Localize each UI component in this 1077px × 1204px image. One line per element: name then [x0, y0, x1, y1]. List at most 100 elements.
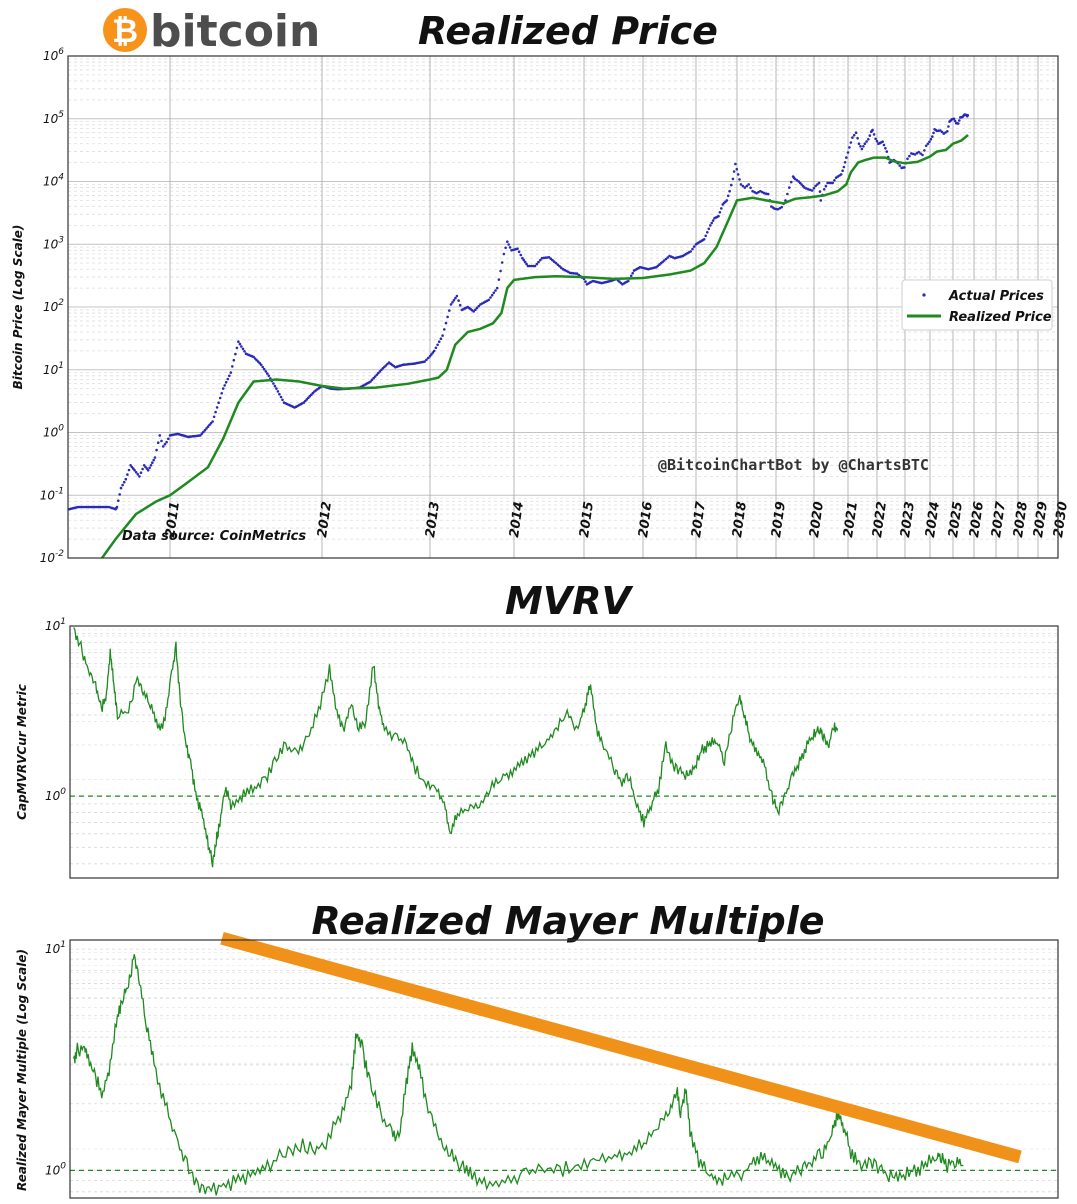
actual-price-point	[497, 278, 501, 281]
actual-price-point	[167, 437, 170, 441]
actual-price-point	[235, 346, 239, 350]
actual-price-point	[428, 354, 432, 358]
y-tick-label: 101	[45, 617, 66, 633]
actual-price-point	[370, 378, 374, 382]
actual-price-point	[843, 161, 847, 164]
actual-price-point	[743, 186, 747, 189]
actual-price-point	[736, 173, 740, 176]
actual-price-point	[547, 255, 551, 259]
actual-price-point	[519, 253, 523, 257]
actual-price-point	[725, 199, 729, 202]
actual-price-point	[377, 371, 380, 375]
actual-price-point	[831, 181, 834, 185]
actual-price-point	[502, 252, 506, 256]
actual-price-point	[666, 256, 669, 259]
actual-price-point	[939, 129, 942, 132]
actual-price-point	[121, 483, 124, 487]
actual-price-point	[275, 387, 278, 390]
legend-realized-label: Realized Price	[949, 310, 1052, 325]
actual-price-point	[921, 153, 924, 157]
bitcoin-wordmark: bitcoin	[150, 6, 320, 57]
actual-price-point	[738, 178, 741, 181]
realized-price-y-ticks: 10-2 10-1 100 101 102 103 104 105 106	[40, 47, 65, 565]
actual-price-point	[437, 340, 441, 344]
actual-price-point	[160, 439, 163, 443]
actual-price-point	[958, 119, 961, 122]
actual-price-point	[441, 334, 444, 337]
realized-price-title: Realized Price	[418, 9, 718, 53]
actual-price-point	[472, 310, 476, 313]
actual-price-point	[267, 374, 271, 378]
actual-price-point	[842, 165, 846, 169]
actual-price-point	[278, 392, 281, 396]
actual-price-point	[517, 250, 521, 254]
actual-price-point	[745, 184, 749, 188]
actual-price-point	[224, 380, 228, 384]
actual-price-point	[917, 150, 920, 154]
actual-price-point	[454, 296, 457, 300]
actual-price-point	[789, 180, 793, 184]
actual-price-point	[141, 467, 144, 471]
actual-price-point	[839, 173, 843, 176]
actual-price-point	[205, 427, 208, 430]
y-tick-label: 100	[45, 787, 66, 803]
x-tick-label: 2019	[769, 501, 789, 539]
actual-price-point	[452, 298, 456, 302]
actual-price-point	[499, 269, 502, 273]
y-tick-label: 100	[43, 424, 64, 440]
actual-price-point	[906, 157, 909, 161]
actual-price-point	[810, 189, 814, 192]
actual-price-point	[819, 199, 823, 202]
actual-price-point	[148, 466, 151, 470]
actual-price-point	[913, 153, 917, 156]
realized-mayer-panel: Realized Mayer Multiple 100 101 Realized …	[15, 899, 1059, 1199]
actual-price-point	[763, 191, 766, 195]
actual-price-point	[495, 286, 499, 290]
realized-price-line	[100, 134, 969, 559]
actual-price-point	[554, 261, 558, 265]
actual-price-point	[226, 377, 230, 381]
x-tick-label: 2016	[636, 501, 656, 539]
actual-price-point	[492, 291, 496, 295]
actual-price-point	[786, 192, 789, 196]
actual-price-point	[215, 406, 219, 409]
actual-price-point	[151, 461, 154, 465]
actual-price-point	[730, 183, 733, 187]
actual-price-point	[521, 256, 524, 260]
actual-price-point	[425, 358, 428, 362]
actual-price-point	[691, 247, 694, 251]
x-tick-label: 2025	[946, 501, 966, 539]
actual-price-point	[709, 224, 712, 227]
actual-price-point	[946, 130, 949, 133]
actual-price-point	[522, 258, 526, 262]
actual-price-point	[243, 350, 246, 353]
actual-price-point	[152, 458, 155, 462]
actual-price-point	[149, 464, 153, 467]
actual-price-point	[549, 257, 553, 261]
mvrv-line	[73, 627, 839, 868]
actual-price-point	[156, 441, 160, 445]
actual-price-point	[426, 356, 430, 360]
actual-price-point	[238, 342, 242, 346]
actual-price-point	[516, 247, 519, 250]
actual-price-point	[710, 221, 713, 225]
actual-price-point	[848, 146, 851, 149]
actual-price-point	[726, 194, 730, 198]
actual-price-point	[852, 133, 856, 137]
actual-price-point	[692, 245, 696, 248]
actual-price-point	[664, 257, 668, 261]
actual-price-point	[375, 373, 379, 377]
actual-price-point	[218, 396, 222, 400]
actual-price-point	[533, 264, 537, 268]
actual-price-point	[875, 139, 879, 143]
actual-price-point	[862, 145, 865, 148]
actual-price-point	[223, 384, 226, 387]
actual-price-point	[662, 259, 666, 262]
mvrv-panel: MVRV 100 101 CapMVRVCur Metric	[15, 579, 1059, 879]
realized-mayer-title: Realized Mayer Multiple	[311, 899, 824, 943]
actual-price-point	[212, 415, 216, 419]
actual-price-point	[788, 186, 791, 189]
actual-price-point	[908, 154, 911, 158]
actual-price-point	[793, 177, 797, 181]
actual-price-point	[165, 440, 168, 444]
